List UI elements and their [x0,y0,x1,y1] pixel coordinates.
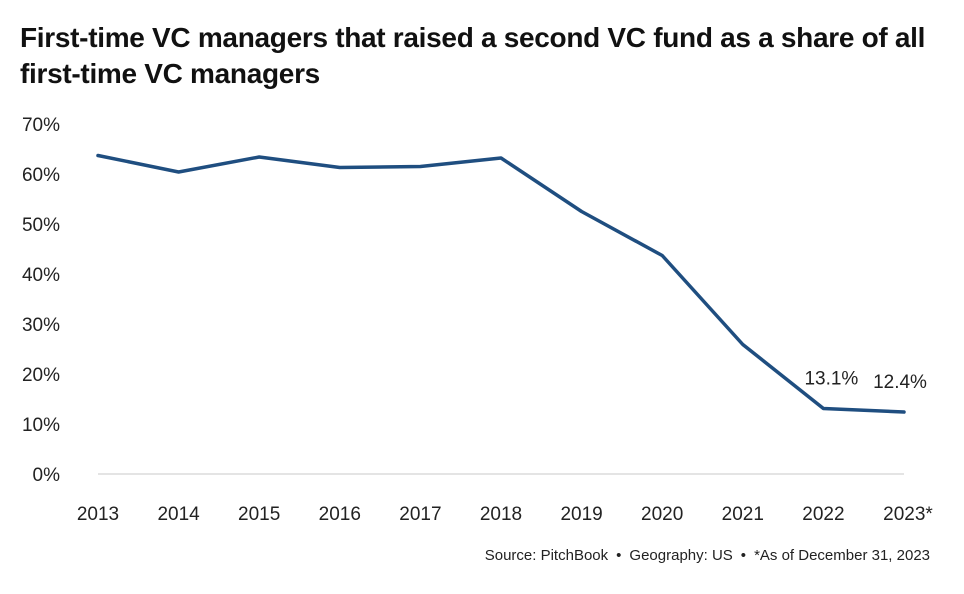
y-tick-label: 0% [33,465,61,486]
x-tick-label: 2018 [480,504,522,525]
x-tick-label: 2023* [883,504,933,525]
y-axis: 0% 10% 20% 30% 40% 50% 60% 70% [22,115,60,486]
x-axis: 2013 2014 2015 2016 2017 2018 2019 2020 2021 2022… [77,504,934,525]
x-tick-label: 2021 [722,504,764,525]
source-note: Source: PitchBook • Geography: US • *As of D… [485,547,930,564]
data-labels: 13.1% 12.4% [804,369,927,394]
x-tick-label: 2020 [641,504,683,525]
y-tick-label: 10% [22,415,60,436]
separator-2: • [740,547,747,564]
data-label: 13.1% [804,369,858,390]
y-tick-label: 60% [22,165,60,186]
x-tick-label: 2015 [238,504,280,525]
x-tick-label: 2019 [560,504,602,525]
series-line [96,153,906,414]
source-text: Source: PitchBook [484,547,609,564]
y-tick-label: 30% [22,315,60,336]
x-tick-label: 2016 [319,504,361,525]
date-note-text: *As of December 31, 2023 [754,547,930,564]
data-label: 12.4% [873,372,927,393]
y-tick-label: 20% [22,365,60,386]
chart-title: First-time VC managers that raised a sec… [20,22,926,89]
x-tick-label: 2017 [399,504,441,525]
y-tick-label: 70% [22,115,60,136]
y-tick-label: 50% [22,215,60,236]
geography-text: Geography: US [629,547,733,564]
separator-1: • [616,547,622,564]
x-tick-label: 2022 [802,504,844,525]
x-tick-label: 2014 [157,504,200,525]
x-tick-label: 2013 [77,504,119,525]
y-tick-label: 40% [22,265,60,286]
